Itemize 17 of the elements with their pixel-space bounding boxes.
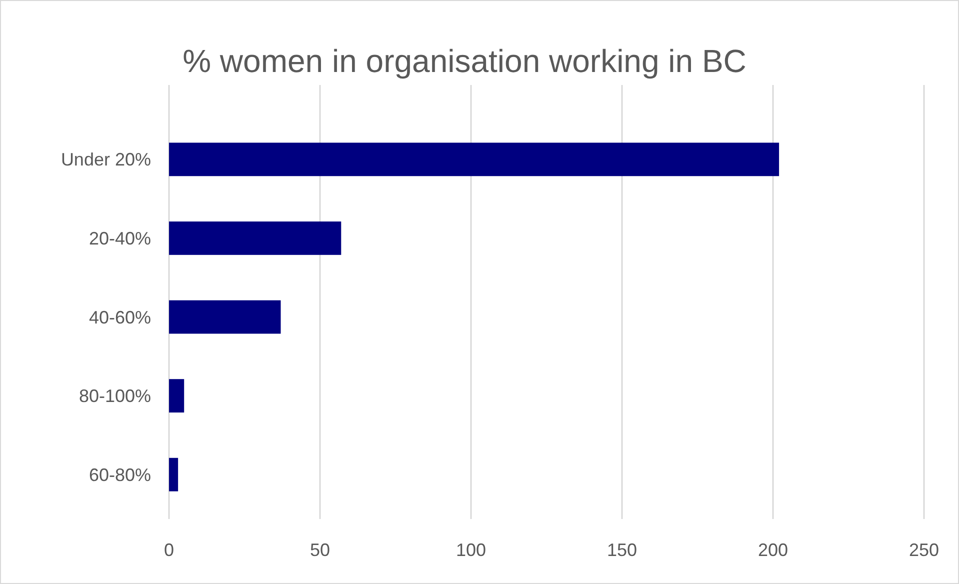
- bar: [169, 379, 184, 413]
- x-tick-label: 100: [456, 540, 486, 560]
- x-tick-label: 0: [164, 540, 174, 560]
- x-tick-label: 150: [606, 540, 638, 560]
- x-tick-label: 50: [310, 540, 330, 560]
- bar: [169, 300, 281, 334]
- bar: [169, 458, 178, 492]
- y-tick-label: 60-80%: [88, 464, 151, 485]
- y-tick-label: 40-60%: [88, 307, 151, 328]
- chart-title: % women in organisation working in BC: [182, 43, 746, 79]
- x-tick-label: 250: [908, 540, 940, 560]
- y-tick-label: 80-100%: [78, 386, 151, 406]
- y-tick-label: Under 20%: [60, 150, 151, 170]
- bar: [169, 221, 342, 255]
- x-tick-label: 200: [758, 540, 788, 560]
- bar: [169, 142, 780, 176]
- y-tick-label: 20-40%: [88, 228, 151, 248]
